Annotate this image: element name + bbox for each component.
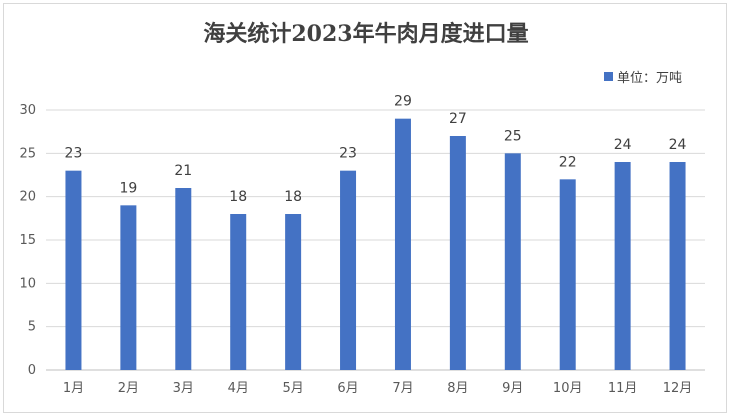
data-label: 24 <box>614 137 632 153</box>
y-tick-label: 20 <box>19 190 36 205</box>
legend: 单位：万吨 <box>604 66 682 86</box>
x-tick-label: 10月 <box>553 381 583 396</box>
y-tick-label: 30 <box>19 103 36 118</box>
bar <box>340 170 357 370</box>
data-label: 18 <box>229 189 247 205</box>
bar <box>614 162 631 370</box>
data-label: 22 <box>559 154 577 170</box>
data-label: 23 <box>65 146 83 162</box>
x-tick-label: 6月 <box>337 381 358 396</box>
x-tick-label: 1月 <box>63 381 84 396</box>
x-tick-label: 3月 <box>173 381 194 396</box>
legend-swatch <box>604 71 613 81</box>
y-tick-label: 0 <box>28 363 36 378</box>
bar <box>65 170 82 370</box>
bar <box>230 214 247 370</box>
x-tick-label: 4月 <box>228 381 249 396</box>
x-tick-label: 5月 <box>282 381 303 396</box>
bar <box>394 118 411 371</box>
data-label: 25 <box>504 128 522 144</box>
data-label: 27 <box>449 111 467 127</box>
legend-label: 单位：万吨 <box>617 70 683 86</box>
x-tick-label: 12月 <box>663 381 693 396</box>
x-tick-label: 11月 <box>608 381 638 396</box>
y-tick-label: 25 <box>19 146 36 161</box>
data-label: 18 <box>284 189 302 205</box>
bar <box>120 205 137 370</box>
bar <box>449 136 466 370</box>
bar <box>285 214 302 370</box>
data-label: 21 <box>174 163 192 179</box>
bar <box>669 162 686 370</box>
y-tick-label: 15 <box>19 233 36 248</box>
data-label: 19 <box>119 180 137 196</box>
data-label: 23 <box>339 146 357 162</box>
y-tick-label: 10 <box>19 276 36 291</box>
bar <box>504 153 521 370</box>
x-tick-label: 8月 <box>447 381 468 396</box>
x-tick-label: 2月 <box>118 381 139 396</box>
data-label: 24 <box>669 137 687 153</box>
bar <box>175 188 192 370</box>
y-tick-label: 5 <box>28 320 36 335</box>
x-tick-label: 9月 <box>502 381 523 396</box>
x-tick-label: 7月 <box>392 381 413 396</box>
bar <box>559 179 576 370</box>
data-label: 29 <box>394 94 412 110</box>
chart-title: 海关统计2023年牛肉月度进口量 <box>203 21 529 47</box>
